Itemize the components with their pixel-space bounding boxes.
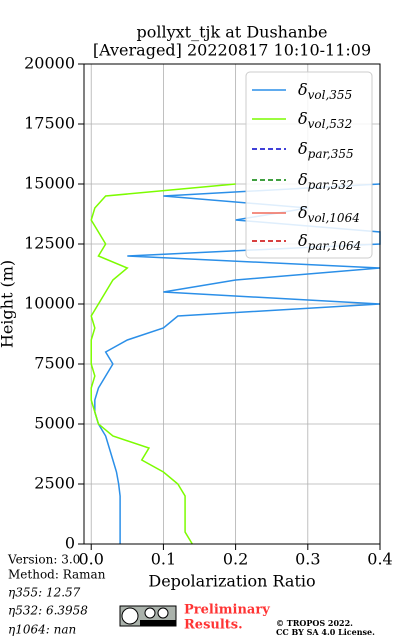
- notice: Preliminary: [184, 603, 270, 618]
- info-line: η355: 12.57: [8, 586, 81, 600]
- x-tick-label: 0.2: [223, 550, 248, 569]
- y-tick-label: 5000: [34, 414, 75, 433]
- chart-title: pollyxt_tjk at Dushanbe: [136, 23, 327, 42]
- x-tick-label: 0.1: [151, 550, 176, 569]
- x-axis-label: Depolarization Ratio: [148, 572, 315, 591]
- x-tick-label: 0.3: [295, 550, 320, 569]
- legend-label: δvol,532: [298, 109, 352, 131]
- legend-label: δpar,355: [298, 139, 354, 161]
- legend-label: δpar,532: [298, 170, 354, 192]
- info-line: η1064: nan: [8, 623, 76, 637]
- info-line: Version: 3.0: [7, 553, 80, 567]
- y-tick-label: 15000: [24, 174, 75, 193]
- y-tick-label: 20000: [24, 54, 75, 73]
- y-tick-label: 17500: [24, 114, 75, 133]
- notice: Results.: [184, 618, 243, 633]
- y-axis-label: Height (m): [0, 260, 17, 348]
- profile-line: [90, 183, 236, 545]
- chart-subtitle: [Averaged] 20220817 10:10-11:09: [93, 41, 371, 60]
- x-tick-label: 0.4: [367, 550, 392, 569]
- cc-badge: [119, 605, 177, 627]
- plot-frame: [83, 63, 381, 545]
- legend-label: δpar,1064: [298, 231, 361, 253]
- x-tick-label: 0.0: [78, 550, 103, 569]
- legend-label: δvol,355: [298, 80, 352, 102]
- info-line: Method: Raman: [8, 568, 106, 582]
- copyright: © TROPOS 2022.: [276, 618, 353, 628]
- y-tick-label: 0: [65, 534, 75, 553]
- y-tick-label: 7500: [34, 354, 75, 373]
- y-tick-label: 10000: [24, 294, 75, 313]
- y-tick-label: 12500: [24, 234, 75, 253]
- info-line: η532: 6.3958: [8, 604, 88, 618]
- legend-label: δvol,1064: [298, 203, 360, 225]
- copyright: CC BY SA 4.0 License.: [276, 627, 375, 637]
- y-tick-label: 2500: [34, 474, 75, 493]
